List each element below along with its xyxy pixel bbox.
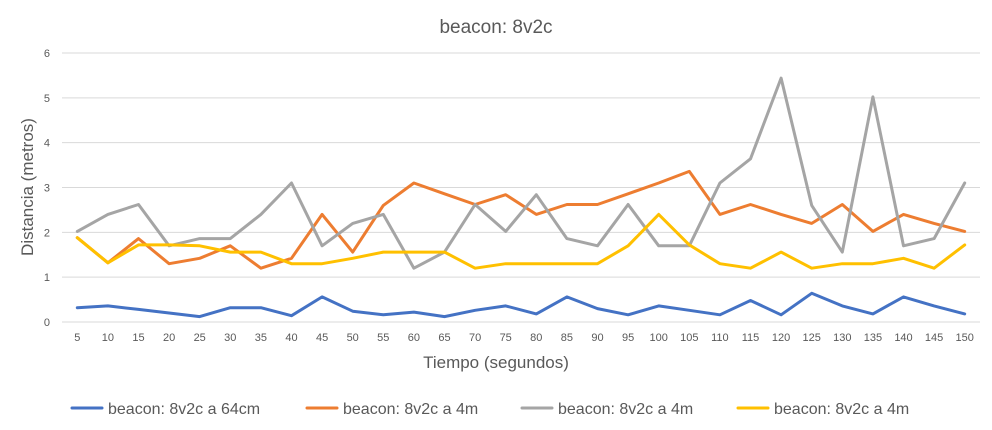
legend: beacon: 8v2c a 64cm beacon: 8v2c a 4m beac… bbox=[70, 401, 909, 418]
legend-item-2: beacon: 8v2c a 4m bbox=[305, 401, 478, 418]
x-tick-label: 5 bbox=[74, 332, 80, 344]
x-axis-title: Tiempo (segundos) bbox=[423, 353, 569, 372]
y-tick-label: 3 bbox=[44, 183, 50, 195]
legend-item-4: beacon: 8v2c a 4m bbox=[736, 401, 909, 418]
legend-item-3: beacon: 8v2c a 4m bbox=[520, 401, 693, 418]
series-line-3 bbox=[75, 76, 967, 270]
series-lines bbox=[75, 76, 967, 319]
x-tick-label: 10 bbox=[102, 332, 114, 344]
y-tick-label: 2 bbox=[44, 227, 50, 239]
y-tick-label: 0 bbox=[44, 317, 50, 329]
y-tick-label: 1 bbox=[44, 272, 50, 284]
series-line-4 bbox=[75, 212, 967, 270]
series-line-1 bbox=[75, 291, 967, 319]
x-tick-label: 75 bbox=[500, 332, 512, 344]
y-tick-label: 5 bbox=[44, 93, 50, 105]
x-tick-label: 60 bbox=[408, 332, 420, 344]
x-tick-label: 100 bbox=[650, 332, 668, 344]
x-tick-label: 70 bbox=[469, 332, 481, 344]
x-tick-label: 55 bbox=[377, 332, 389, 344]
y-tick-label: 4 bbox=[44, 138, 50, 150]
x-tick-label: 150 bbox=[956, 332, 974, 344]
y-axis-title: Distancia (metros) bbox=[18, 118, 37, 256]
chart-title: beacon: 8v2c bbox=[439, 17, 552, 38]
x-tick-label: 115 bbox=[742, 332, 760, 344]
gridlines bbox=[62, 52, 980, 323]
x-tick-label: 110 bbox=[711, 332, 729, 344]
x-tick-label: 30 bbox=[224, 332, 236, 344]
legend-label: beacon: 8v2c a 4m bbox=[343, 401, 478, 418]
series-line-2 bbox=[75, 169, 967, 270]
legend-item-1: beacon: 8v2c a 64cm bbox=[70, 401, 260, 418]
x-tick-label: 40 bbox=[285, 332, 297, 344]
legend-label: beacon: 8v2c a 64cm bbox=[108, 401, 260, 418]
x-tick-label: 80 bbox=[530, 332, 542, 344]
y-tick-label: 6 bbox=[44, 48, 50, 60]
x-tick-label: 20 bbox=[163, 332, 175, 344]
legend-label: beacon: 8v2c a 4m bbox=[774, 401, 909, 418]
x-tick-label: 45 bbox=[316, 332, 328, 344]
x-tick-label: 65 bbox=[438, 332, 450, 344]
x-tick-label: 105 bbox=[680, 332, 698, 344]
x-tick-label: 135 bbox=[864, 332, 882, 344]
x-tick-label: 15 bbox=[132, 332, 144, 344]
x-tick-label: 125 bbox=[803, 332, 821, 344]
x-axis-ticks: 5 10 15 20 25 30 35 40 45 50 55 60 65 70 75 80 85 90 95 100… bbox=[74, 332, 974, 344]
x-tick-label: 140 bbox=[894, 332, 912, 344]
x-tick-label: 145 bbox=[925, 332, 943, 344]
x-tick-label: 25 bbox=[194, 332, 206, 344]
x-tick-label: 35 bbox=[255, 332, 267, 344]
x-tick-label: 95 bbox=[622, 332, 634, 344]
x-tick-label: 85 bbox=[561, 332, 573, 344]
x-tick-label: 120 bbox=[772, 332, 790, 344]
x-tick-label: 130 bbox=[833, 332, 851, 344]
x-tick-label: 50 bbox=[347, 332, 359, 344]
y-axis-ticks: 0 1 2 3 4 5 6 bbox=[44, 48, 50, 329]
x-tick-label: 90 bbox=[591, 332, 603, 344]
legend-label: beacon: 8v2c a 4m bbox=[558, 401, 693, 418]
